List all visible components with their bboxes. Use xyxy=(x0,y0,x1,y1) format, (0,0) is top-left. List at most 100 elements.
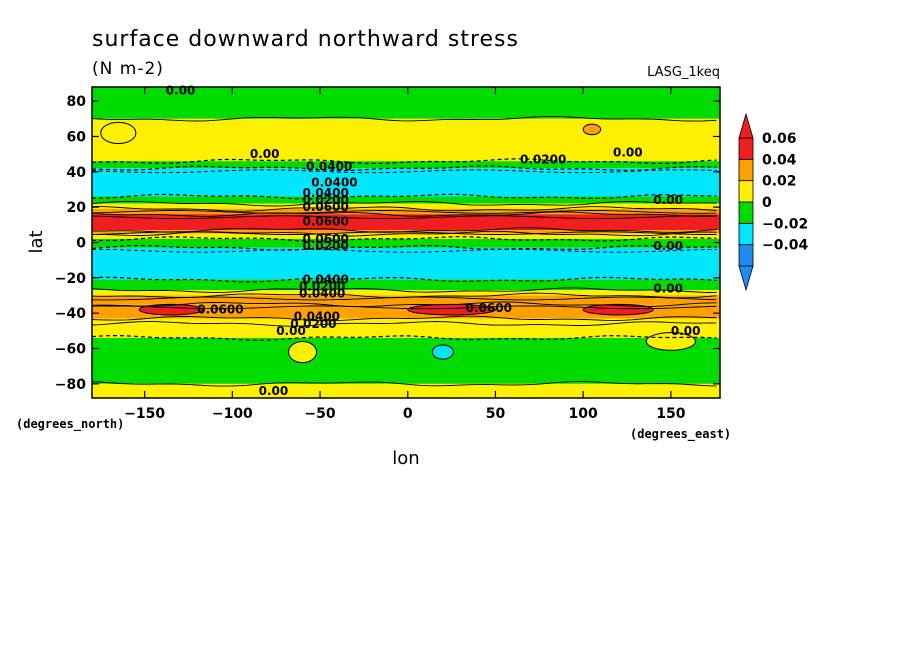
contour-line xyxy=(92,287,717,294)
contour-line xyxy=(92,116,717,122)
x-tick-label: −100 xyxy=(212,406,253,422)
contour-line xyxy=(92,236,717,243)
contour-patch xyxy=(287,340,318,364)
contour-band xyxy=(92,318,720,324)
contour-label: 0.00 xyxy=(613,145,643,159)
contour-label: 0.00 xyxy=(653,281,683,295)
contour-label: 0.0600 xyxy=(197,303,243,317)
contour-line xyxy=(92,193,717,200)
y-tick-label: 20 xyxy=(67,200,87,216)
y-axis: −80 −60 −40 −20 0 20 40 60 80 xyxy=(55,94,720,393)
contour-band xyxy=(92,203,720,209)
colorbar-segment xyxy=(738,137,754,160)
contour-label: 0.00 xyxy=(166,84,196,98)
chart-title: surface downward northward stress xyxy=(92,27,519,52)
x-tick-label: 50 xyxy=(486,406,506,422)
dataset-label: LASG_1keq xyxy=(647,65,720,80)
y-tick-label: 60 xyxy=(67,129,87,145)
contour-line xyxy=(92,158,717,164)
x-tick-label: 150 xyxy=(656,406,685,422)
contour-band xyxy=(92,214,720,231)
contour-patch xyxy=(100,121,137,145)
x-axis-label: lon xyxy=(392,448,419,469)
y-tick-label: −60 xyxy=(55,342,86,358)
y-unit-label: (degrees_north) xyxy=(16,417,124,432)
plot-area xyxy=(92,87,720,398)
x-axis: −150 −100 −50 0 50 100 150 xyxy=(124,87,686,422)
contour-band xyxy=(92,118,720,162)
contour-band xyxy=(92,279,720,291)
contour-patch xyxy=(431,344,454,360)
contour-label: 0.0400 xyxy=(299,287,345,301)
colorbar-label: 0 xyxy=(762,195,772,211)
y-axis-label: lat xyxy=(26,230,47,253)
y-tick-label: −80 xyxy=(55,377,86,393)
colorbar-label: 0.04 xyxy=(762,152,797,168)
x-tick-label: 0 xyxy=(403,406,413,422)
contour-band xyxy=(92,290,720,296)
contour-label: 0.0400 xyxy=(303,273,349,287)
contour-line xyxy=(92,215,717,220)
contour-line xyxy=(92,321,717,327)
chart-units: (N m-2) xyxy=(92,59,164,79)
y-tick-label: 0 xyxy=(76,236,86,252)
x-tick-label: 100 xyxy=(569,406,598,422)
contour-band xyxy=(92,168,720,197)
contour-line xyxy=(92,248,717,253)
colorbar-max-arrow xyxy=(738,112,754,139)
contour-line xyxy=(92,305,717,310)
colorbar-label: 0.02 xyxy=(762,174,797,190)
contour-line xyxy=(92,200,717,207)
contour-label: 0.0200 xyxy=(299,280,345,294)
contour-label: 0.0600 xyxy=(303,200,349,214)
contour-label: 0.0600 xyxy=(303,232,349,246)
colorbar-segment xyxy=(738,201,754,224)
contour-label: 0.00 xyxy=(653,239,683,253)
contour-band xyxy=(92,295,720,305)
contour-band xyxy=(92,161,720,169)
contour-line xyxy=(92,211,717,218)
x-tick-label: −50 xyxy=(304,406,335,422)
colorbar: 0.06 0.04 0.02 0 −0.02 −0.04 xyxy=(738,112,809,292)
y-tick-label: 80 xyxy=(67,94,87,110)
contour-band xyxy=(92,233,720,239)
contour-label: 0.0400 xyxy=(294,310,340,324)
y-tick-label: 40 xyxy=(67,165,87,181)
contour-band xyxy=(92,208,720,215)
contour-band xyxy=(92,87,720,119)
contour-line xyxy=(92,296,717,301)
contour-label: 0.0600 xyxy=(466,301,512,315)
contour-label: 0.00 xyxy=(653,193,683,207)
contour-label: 0.0400 xyxy=(303,186,349,200)
contour-line xyxy=(92,301,717,308)
contour-line xyxy=(92,244,717,251)
contour-line xyxy=(92,206,717,212)
colorbar-segment xyxy=(738,222,754,246)
contour-band xyxy=(92,337,720,384)
contour-band xyxy=(92,323,720,338)
colorbar-label: −0.02 xyxy=(762,216,808,232)
contour-band xyxy=(92,247,720,280)
colorbar-segment xyxy=(738,244,754,267)
contour-label: 0.00 xyxy=(259,384,289,398)
contour-label: 0.0600 xyxy=(303,214,349,228)
colorbar-segment xyxy=(738,158,754,182)
contour-label: 0.00 xyxy=(250,147,280,161)
x-tick-label: −150 xyxy=(124,406,165,422)
x-unit-label: (degrees_east) xyxy=(630,427,731,442)
contour-line xyxy=(92,335,717,341)
contour-line xyxy=(92,169,717,174)
contour-label: 0.00 xyxy=(276,324,306,338)
colorbar-segment xyxy=(738,180,754,203)
contour-band xyxy=(92,238,720,248)
contour-label: 0.0400 xyxy=(306,160,352,174)
contour-label: 0.0400 xyxy=(311,175,357,189)
colorbar-label: 0.06 xyxy=(762,131,797,147)
contour-line xyxy=(92,315,717,322)
contour-label: 0.0200 xyxy=(290,317,336,331)
contour-label: 0.0200 xyxy=(520,152,566,166)
contour-label: 0.0200 xyxy=(303,239,349,253)
contour-line xyxy=(92,165,717,172)
colorbar-min-arrow xyxy=(738,265,754,292)
